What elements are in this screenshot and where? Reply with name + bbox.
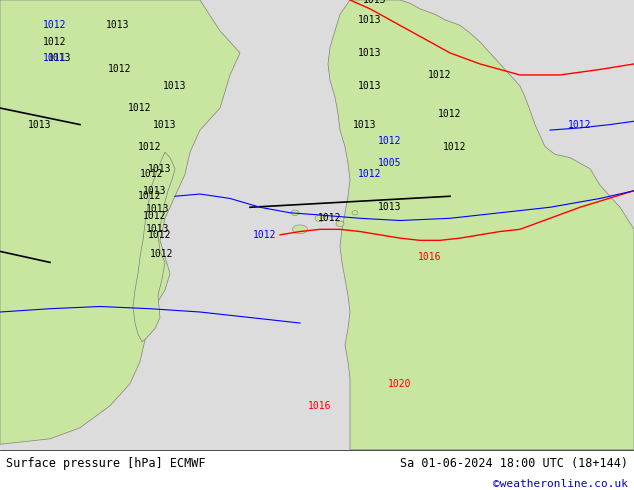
Text: 1012: 1012 xyxy=(438,109,462,119)
Text: 1012: 1012 xyxy=(140,169,164,179)
Text: 1016: 1016 xyxy=(308,401,332,411)
Text: 1011: 1011 xyxy=(43,53,67,63)
Text: 1012: 1012 xyxy=(443,142,467,151)
Text: 1013: 1013 xyxy=(146,204,170,215)
Text: 1013: 1013 xyxy=(148,164,172,173)
Text: 1013: 1013 xyxy=(358,81,382,91)
Polygon shape xyxy=(133,152,175,342)
Text: 1013: 1013 xyxy=(153,120,177,129)
Text: 1012: 1012 xyxy=(378,136,402,146)
Ellipse shape xyxy=(292,225,307,234)
Text: 1020: 1020 xyxy=(388,379,411,389)
Text: 1013: 1013 xyxy=(48,53,72,63)
Text: 1013: 1013 xyxy=(143,186,167,196)
Text: 1013: 1013 xyxy=(358,48,382,58)
Text: 1013: 1013 xyxy=(163,81,187,91)
Text: Sa 01-06-2024 18:00 UTC (18+144): Sa 01-06-2024 18:00 UTC (18+144) xyxy=(399,457,628,470)
Text: 1012: 1012 xyxy=(148,230,172,240)
Text: 1012: 1012 xyxy=(43,21,67,30)
Text: 1005: 1005 xyxy=(378,158,402,168)
Text: 1012: 1012 xyxy=(138,142,162,151)
Polygon shape xyxy=(328,0,634,450)
Text: 1013: 1013 xyxy=(363,0,387,5)
Text: 1012: 1012 xyxy=(253,230,277,240)
Ellipse shape xyxy=(352,211,358,215)
Text: 1012: 1012 xyxy=(108,65,132,74)
Text: 1013: 1013 xyxy=(353,120,377,129)
Text: 1013: 1013 xyxy=(29,120,52,129)
Text: Surface pressure [hPa] ECMWF: Surface pressure [hPa] ECMWF xyxy=(6,457,206,470)
Text: 1012: 1012 xyxy=(128,103,152,113)
Text: 1012: 1012 xyxy=(358,169,382,179)
Polygon shape xyxy=(0,0,240,444)
Text: 1012: 1012 xyxy=(138,191,162,201)
Text: 1013: 1013 xyxy=(107,21,130,30)
Text: 1012: 1012 xyxy=(428,70,452,80)
Text: ©weatheronline.co.uk: ©weatheronline.co.uk xyxy=(493,479,628,489)
Text: 1016: 1016 xyxy=(418,252,442,262)
Text: 1012: 1012 xyxy=(568,120,592,129)
Ellipse shape xyxy=(336,221,344,226)
Text: 1012: 1012 xyxy=(150,248,174,259)
Text: 1012: 1012 xyxy=(143,211,167,221)
Text: 1013: 1013 xyxy=(378,202,402,212)
Text: 1013: 1013 xyxy=(358,15,382,25)
Text: 1013: 1013 xyxy=(146,224,170,234)
Ellipse shape xyxy=(291,210,299,216)
Text: 1012: 1012 xyxy=(318,213,342,223)
Ellipse shape xyxy=(315,215,325,221)
Text: 1012: 1012 xyxy=(43,37,67,47)
